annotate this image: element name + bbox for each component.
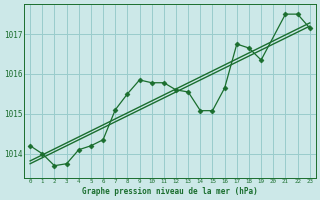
X-axis label: Graphe pression niveau de la mer (hPa): Graphe pression niveau de la mer (hPa) xyxy=(82,187,258,196)
